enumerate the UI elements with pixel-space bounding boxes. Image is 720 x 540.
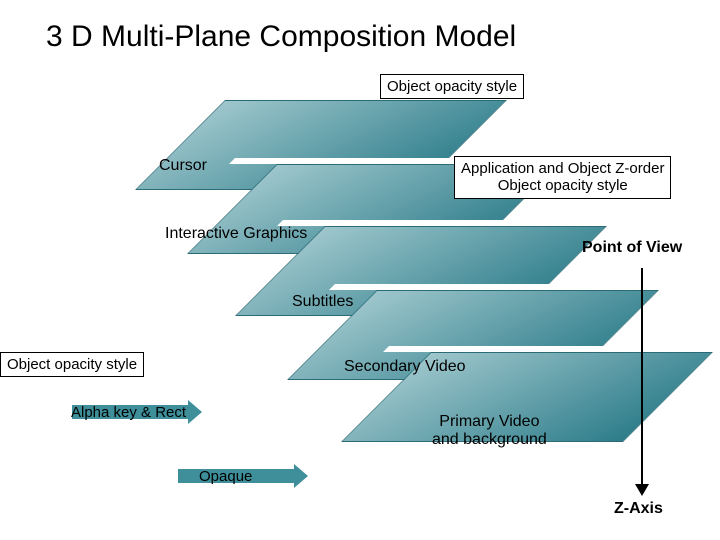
top-callout: Object opacity style: [380, 74, 524, 99]
opaque-arrow-label: Opaque: [199, 468, 252, 485]
plane-label-cursor: Cursor: [159, 157, 207, 175]
right-callout: Application and Object Z-order Object op…: [454, 156, 671, 199]
plane-label-interactive: Interactive Graphics: [165, 225, 307, 243]
alpha-arrow-label: Alpha key & Rect: [71, 404, 186, 421]
left-callout: Object opacity style: [0, 352, 144, 377]
pov-label: Point of View: [582, 239, 682, 257]
plane-label-subtitles: Subtitles: [292, 293, 353, 311]
z-axis-label: Z-Axis: [614, 500, 663, 518]
plane-label-primary: Primary Video and background: [432, 413, 547, 449]
z-axis-arrow: [640, 268, 644, 496]
plane-label-secondary: Secondary Video: [344, 358, 466, 376]
diagram-title: 3 D Multi-Plane Composition Model: [46, 20, 516, 54]
